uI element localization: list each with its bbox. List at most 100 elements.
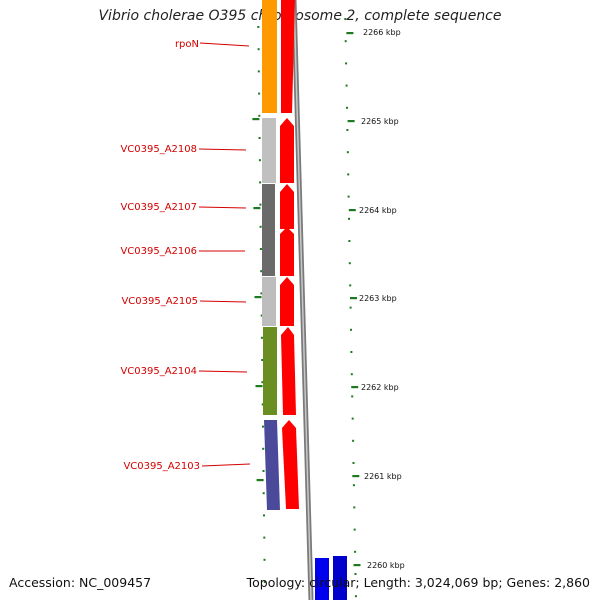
scale-minor-tick xyxy=(345,62,348,65)
scale-minor-tick xyxy=(354,573,357,575)
strand-arrow-4 xyxy=(280,227,294,276)
blue-feature-1 xyxy=(315,558,329,600)
genome-summary: Topology: circular; Length: 3,024,069 bp… xyxy=(246,575,590,590)
scale-minor-tick xyxy=(348,262,351,265)
scale-minor-tick xyxy=(345,84,348,87)
ruler-major-tick xyxy=(255,385,263,388)
map-title: Vibrio cholerae O395 chromosome 2, compl… xyxy=(98,8,502,24)
gene-block-VC0395_A2104 xyxy=(263,327,277,415)
ruler-minor-tick xyxy=(262,447,265,450)
scale-minor-tick xyxy=(352,462,355,464)
scale-major-tick xyxy=(351,386,359,389)
ruler-major-tick xyxy=(252,118,260,121)
scale-major-tick xyxy=(348,209,356,212)
ruler-minor-tick xyxy=(261,359,264,361)
gene-label-VC0395_A2106: VC0395_A2106 xyxy=(120,246,197,257)
scale-minor-tick xyxy=(352,439,355,442)
ruler-minor-tick xyxy=(262,425,264,428)
scale-minor-tick xyxy=(346,151,349,154)
scale-minor-tick xyxy=(354,550,357,553)
gene-block-rpoN xyxy=(262,0,277,113)
gene-block-VC0395_A2107 xyxy=(262,184,275,276)
ruler-minor-tick xyxy=(261,381,264,384)
ruler-minor-tick xyxy=(258,137,261,139)
strand-arrows xyxy=(280,0,299,509)
scale-minor-tick xyxy=(350,328,352,331)
ruler-minor-tick xyxy=(262,492,265,495)
chromosome-backbone-highlight xyxy=(293,0,312,600)
scale-minor-tick xyxy=(346,129,349,131)
inner-ruler xyxy=(252,26,266,583)
ruler-minor-tick xyxy=(258,114,261,117)
ruler-minor-tick xyxy=(259,181,262,184)
scale-major-tick xyxy=(353,564,361,567)
scale-ticks xyxy=(344,18,361,598)
scale-major-tick xyxy=(350,297,357,300)
tick-label-2262: 2262 kbp xyxy=(361,383,399,392)
scale-minor-tick xyxy=(348,240,351,242)
scale-major-tick xyxy=(346,32,354,35)
ruler-minor-tick xyxy=(263,536,266,539)
gene-block-VC0395_A2103 xyxy=(264,420,280,510)
ruler-major-tick xyxy=(253,207,261,210)
scale-minor-tick xyxy=(344,18,347,20)
tick-label-2260: 2260 kbp xyxy=(367,561,405,570)
scale-minor-tick xyxy=(346,106,348,109)
ruler-minor-tick xyxy=(263,514,265,517)
ruler-minor-tick xyxy=(260,292,263,295)
tick-label-2265: 2265 kbp xyxy=(361,117,399,126)
tick-label-2266: 2266 kbp xyxy=(363,28,401,37)
ruler-minor-tick xyxy=(259,248,262,250)
scale-major-tick xyxy=(347,120,355,123)
scale-minor-tick xyxy=(348,217,350,220)
ruler-major-tick xyxy=(256,479,264,482)
ruler-major-tick xyxy=(254,296,262,299)
gene-label-rpoN: rpoN xyxy=(175,39,199,50)
ruler-minor-tick xyxy=(258,159,261,162)
ruler-minor-tick xyxy=(257,26,260,28)
ruler-minor-tick xyxy=(259,203,262,206)
ruler-minor-tick xyxy=(262,470,265,472)
scale-minor-tick xyxy=(349,306,352,309)
gene-label-VC0395_A2108: VC0395_A2108 xyxy=(120,144,197,155)
accession-label: Accession: NC_009457 xyxy=(9,575,152,590)
ruler-minor-tick xyxy=(260,270,263,273)
strand-arrow-1 xyxy=(281,0,295,113)
ruler-minor-tick xyxy=(258,92,261,95)
tick-labels: 2266 kbp 2265 kbp 2264 kbp 2263 kbp 2262… xyxy=(359,28,405,570)
ruler-minor-tick xyxy=(260,336,263,339)
tick-label-2261: 2261 kbp xyxy=(364,472,402,481)
gene-label-VC0395_A2105: VC0395_A2105 xyxy=(121,296,198,307)
scale-major-tick xyxy=(352,475,360,478)
gene-blocks xyxy=(262,0,280,510)
strand-arrow-2 xyxy=(280,118,294,183)
ruler-minor-tick xyxy=(257,48,260,51)
gene-label-VC0395_A2107: VC0395_A2107 xyxy=(120,202,197,213)
scale-minor-tick xyxy=(349,284,352,287)
ruler-minor-tick xyxy=(263,558,266,561)
gene-label-VC0395_A2103: VC0395_A2103 xyxy=(123,461,200,472)
scale-minor-tick xyxy=(347,173,350,176)
gene-labels: rpoN VC0395_A2108 VC0395_A2107 VC0395_A2… xyxy=(120,39,251,472)
scale-minor-tick xyxy=(350,351,353,353)
scale-minor-tick xyxy=(350,373,353,376)
ruler-minor-tick xyxy=(260,314,263,317)
tick-label-2264: 2264 kbp xyxy=(359,206,397,215)
scale-minor-tick xyxy=(352,484,355,487)
scale-minor-tick xyxy=(351,395,354,398)
gene-block-VC0395_A2108 xyxy=(262,118,276,183)
scale-minor-tick xyxy=(354,595,357,598)
tick-label-2263: 2263 kbp xyxy=(359,294,397,303)
scale-minor-tick xyxy=(353,506,356,509)
strand-arrow-3 xyxy=(280,184,294,229)
strand-arrow-5 xyxy=(280,277,294,326)
scale-minor-tick xyxy=(353,528,356,531)
blue-feature-2 xyxy=(333,556,347,600)
scale-minor-tick xyxy=(351,417,354,420)
strand-arrow-7 xyxy=(282,420,299,509)
scale-minor-tick xyxy=(344,40,347,43)
gene-block-VC0395_A2105 xyxy=(262,277,276,326)
ruler-minor-tick xyxy=(263,581,266,583)
gene-label-VC0395_A2104: VC0395_A2104 xyxy=(120,366,197,377)
